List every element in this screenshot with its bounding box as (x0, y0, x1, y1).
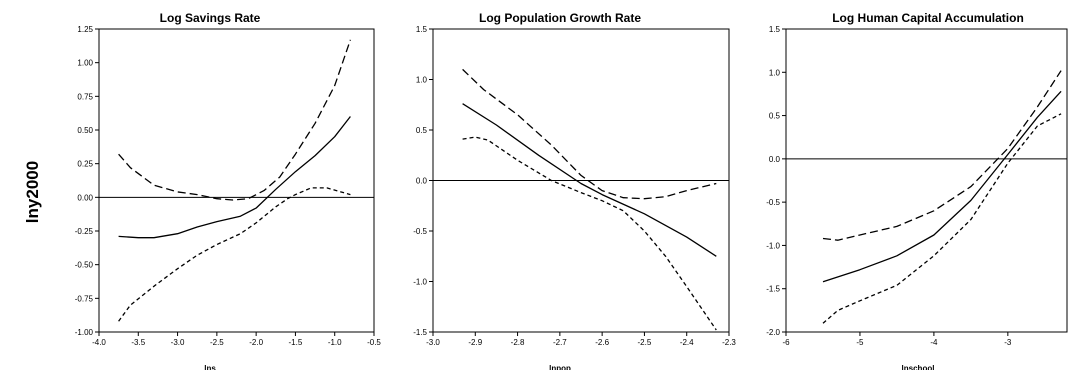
y-tick-label: -0.75 (75, 294, 94, 303)
x-tick-label: -4.0 (92, 338, 106, 347)
y-tick-label: 0.50 (77, 126, 93, 135)
y-tick-label: 1.0 (769, 68, 781, 77)
x-tick-label: -5 (856, 338, 864, 347)
series-group (786, 70, 1067, 324)
x-tick-label: -1.5 (289, 338, 303, 347)
x-tick-label: -2.9 (468, 338, 482, 347)
y-tick-label: 0.00 (77, 193, 93, 202)
y-tick-label: -1.0 (766, 241, 780, 250)
y-tick-label: 1.0 (416, 76, 428, 85)
x-axis-label: lns (204, 364, 216, 370)
x-tick-label: -2.3 (722, 338, 736, 347)
series-group (99, 39, 374, 322)
series-line-dashed (462, 68, 717, 200)
y-tick-label: 0.5 (769, 112, 781, 121)
y-tick-label: -1.5 (766, 285, 780, 294)
axis-ticks: -2.0 -1.5 -1.0 -0.5 0.0 0.5 1.0 1.5 -6 -5 -4 -3 (766, 25, 1012, 347)
y-tick-label: 0.0 (416, 177, 428, 186)
x-tick-label: -2.7 (553, 338, 567, 347)
y-tick-label: 1.5 (769, 25, 781, 34)
x-tick-label: -3.0 (171, 338, 185, 347)
axis-ticks: -1.00 -0.75 -0.50 -0.25 0.00 0.25 0.50 0.75 1.00… (75, 25, 382, 347)
y-tick-label: 0.75 (77, 92, 93, 101)
x-tick-label: -3.5 (131, 338, 145, 347)
x-axis-label: lnpop (549, 364, 571, 370)
series-line-solid (462, 103, 717, 257)
y-tick-label: -0.25 (75, 227, 94, 236)
x-tick-label: -2.5 (210, 338, 224, 347)
series-line-dashed (822, 70, 1062, 241)
series-line-dotted (462, 136, 717, 331)
series-line-solid (822, 90, 1062, 283)
y-tick-label: 1.5 (416, 25, 428, 34)
panel-title: Log Population Growth Rate (479, 11, 641, 25)
x-tick-label: -4 (930, 338, 938, 347)
y-tick-label: 1.25 (77, 25, 93, 34)
x-axis-label: lnschool (902, 364, 935, 370)
series-line-dotted (118, 187, 351, 322)
x-tick-label: -6 (782, 338, 790, 347)
panel-title: Log Savings Rate (160, 11, 261, 25)
x-tick-label: -2.5 (638, 338, 652, 347)
y-tick-label: -0.5 (766, 198, 780, 207)
y-tick-label: -2.0 (766, 328, 780, 337)
panel-log-savings-rate: Log Savings Rate -1.00 -0.75 -0.50 -0.25 0.0… (75, 11, 382, 370)
y-tick-label: 0.25 (77, 160, 93, 169)
x-tick-label: -2.6 (595, 338, 609, 347)
axis-ticks: -1.5 -1.0 -0.5 0.0 0.5 1.0 1.5 -3.0 -2.9 -2.8 -2.7… (413, 25, 736, 347)
y-tick-label: 0.0 (769, 155, 781, 164)
panel-log-population-growth-rate: Log Population Growth Rate -1.5 -1.0 -0.5 0… (413, 11, 736, 370)
x-tick-label: -3.0 (426, 338, 440, 347)
y-tick-label: -1.00 (75, 328, 94, 337)
plot-frame (98, 28, 375, 333)
shared-y-axis-label: lny2000 (23, 161, 42, 223)
x-tick-label: -0.5 (367, 338, 381, 347)
x-tick-label: -2.4 (680, 338, 694, 347)
y-tick-label: -1.5 (413, 328, 427, 337)
y-tick-label: -0.50 (75, 261, 94, 270)
x-tick-label: -1.0 (328, 338, 342, 347)
x-tick-label: -3 (1004, 338, 1012, 347)
y-tick-label: -0.5 (413, 227, 427, 236)
panel-log-human-capital-accumulation: Log Human Capital Accumulation -2.0-1.5-… (766, 11, 1068, 370)
plot-frame (785, 28, 1068, 333)
series-line-solid (118, 116, 351, 239)
series-line-dotted (822, 113, 1062, 324)
panel-title: Log Human Capital Accumulation (832, 11, 1024, 25)
series-group (433, 68, 729, 331)
series-line-dashed (118, 39, 352, 201)
x-tick-label: -2.0 (249, 338, 263, 347)
y-tick-label: 1.00 (77, 59, 93, 68)
x-tick-label: -2.8 (511, 338, 525, 347)
y-tick-label: -1.0 (413, 278, 427, 287)
y-tick-label: 0.5 (416, 126, 428, 135)
